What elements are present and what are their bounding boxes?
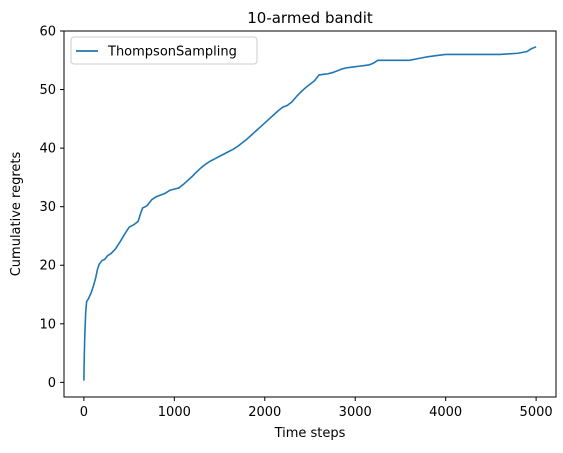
y-axis: 0 10 20 30 40 50 60: [39, 25, 64, 391]
x-tick-label: 4000: [429, 405, 462, 420]
y-tick-label: 0: [48, 376, 56, 391]
y-tick-label: 10: [39, 317, 56, 332]
x-tick-label: 2000: [248, 405, 281, 420]
x-axis: 0 1000 2000 3000 4000 5000: [80, 397, 553, 420]
x-tick-label: 0: [80, 405, 88, 420]
series-line-0: [83, 46, 537, 381]
legend-box: [70, 36, 258, 65]
y-tick-label: 60: [39, 25, 56, 40]
y-tick-label: 40: [39, 142, 56, 157]
x-axis-title: Time steps: [274, 426, 346, 441]
plot-frame: [63, 30, 557, 398]
legend: ThompsonSampling: [70, 36, 258, 65]
legend-label: ThompsonSampling: [107, 45, 237, 60]
plot-area: [83, 46, 537, 381]
x-tick-label: 5000: [520, 405, 553, 420]
x-tick-label: 3000: [339, 405, 372, 420]
chart-title: 10-armed bandit: [247, 9, 373, 27]
y-tick-label: 30: [39, 200, 56, 215]
y-axis-title: Cumulative regrets: [9, 151, 24, 276]
y-tick-label: 20: [39, 259, 56, 274]
x-tick-label: 1000: [158, 405, 191, 420]
y-tick-label: 50: [39, 83, 56, 98]
